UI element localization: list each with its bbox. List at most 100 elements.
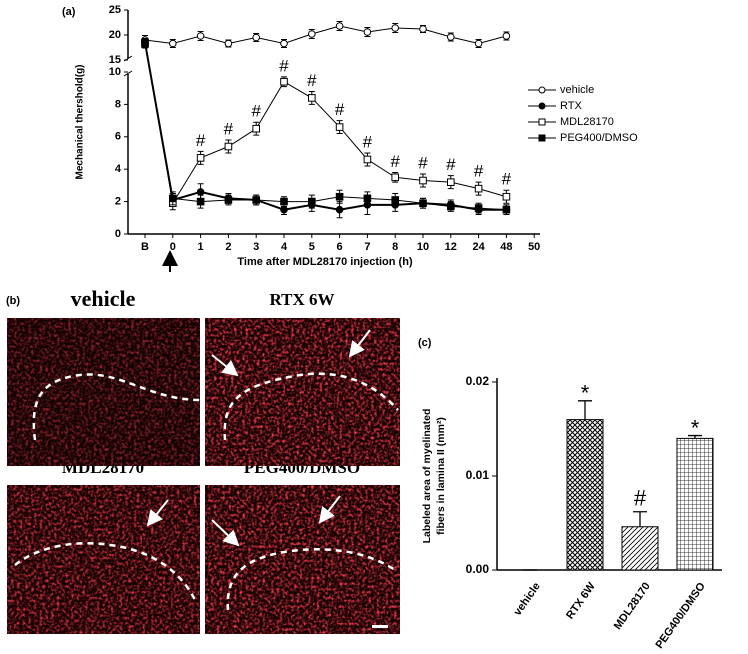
marker [363, 194, 372, 203]
legend-label: PEG400/DMSO [560, 132, 638, 144]
marker [252, 196, 260, 204]
marker [169, 39, 177, 48]
marker [502, 32, 511, 40]
marker [502, 205, 511, 214]
x-tick-label: PEG400/DMSO [653, 580, 708, 651]
error-bar [688, 434, 702, 439]
axis-break [123, 70, 133, 77]
marker [447, 33, 455, 41]
marker [419, 176, 427, 185]
y-tick-label: 10 [109, 66, 121, 78]
annotation: # [307, 71, 317, 90]
x-tick-label: vehicle [512, 581, 543, 618]
panel-label: (c) [418, 337, 432, 349]
marker [363, 28, 372, 36]
marker [224, 39, 233, 48]
bar [621, 526, 659, 571]
x-tick-label: 48 [500, 241, 512, 253]
marker [308, 197, 316, 206]
annotation: # [418, 154, 428, 173]
y-axis-label: fibers in lamina II (mm²) [435, 417, 447, 535]
marker [474, 39, 483, 48]
micrographs: (b) vehicle RTX 6W MDL28170 PEG400/DMSO [6, 286, 400, 634]
annotation: # [224, 120, 234, 139]
marker [280, 39, 288, 48]
y-tick-label: 0.02 [466, 374, 490, 388]
marker [280, 77, 288, 86]
marker [252, 124, 260, 133]
legend-marker [538, 134, 546, 142]
panel-label: (b) [6, 295, 20, 307]
x-tick-label: 8 [392, 241, 398, 253]
legend-marker [538, 86, 546, 94]
y-tick-label: 4 [115, 163, 122, 175]
annotation: # [446, 155, 456, 174]
y-tick-label: 15 [109, 54, 121, 66]
marker [196, 197, 205, 206]
legend-label: vehicle [560, 84, 594, 96]
x-tick-label: B [141, 241, 149, 253]
annotation: # [251, 102, 261, 121]
annotation: * [691, 415, 700, 440]
annotation: # [363, 132, 373, 151]
image [7, 485, 200, 634]
marker [196, 32, 205, 40]
x-tick-label: MDL28170 [612, 581, 653, 632]
legend-marker [538, 102, 546, 110]
annotation: * [581, 381, 590, 406]
annotation: # [196, 131, 206, 150]
marker [391, 24, 400, 32]
legend-marker [538, 118, 546, 126]
marker [335, 192, 344, 201]
legend-label: MDL28170 [560, 116, 614, 128]
panel-label: (a) [62, 6, 76, 18]
y-axis-label: Labeled area of myelinated [421, 409, 433, 544]
marker [419, 199, 427, 208]
marker [169, 194, 177, 203]
marker [308, 30, 316, 38]
bar [566, 419, 604, 571]
image [205, 318, 400, 466]
image [7, 318, 201, 466]
x-tick-label: 12 [445, 241, 457, 253]
annotation: # [502, 170, 512, 189]
marker [502, 192, 511, 201]
series-line [144, 42, 507, 205]
marker [391, 173, 399, 182]
x-tick-label: 2 [225, 241, 231, 253]
x-tick-label: 50 [528, 241, 540, 253]
annotation: # [279, 56, 289, 75]
marker [141, 40, 149, 48]
series-line [144, 42, 507, 211]
marker [363, 155, 372, 164]
x-tick-label: 0 [170, 241, 176, 253]
marker [224, 142, 233, 151]
series-line [144, 43, 507, 211]
x-axis-label: Time after MDL28170 injection (h) [237, 256, 413, 268]
series-line [144, 25, 507, 45]
marker [447, 178, 455, 186]
x-tick-label: RTX 6W [564, 580, 598, 621]
legend-label: RTX [560, 100, 582, 112]
marker [280, 205, 288, 214]
y-tick-label: 8 [115, 98, 121, 110]
y-tick-label: 6 [115, 131, 121, 143]
x-tick-label: 3 [253, 241, 259, 253]
y-axis-label: Mechanical thershold(g) [75, 64, 86, 179]
image-title: RTX 6W [269, 290, 334, 309]
annotation: # [634, 486, 647, 511]
image [205, 485, 400, 634]
image-title: vehicle [71, 286, 136, 311]
y-tick-label: 2 [115, 196, 121, 208]
marker [196, 188, 205, 196]
x-tick-label: 10 [417, 241, 429, 253]
marker [280, 197, 288, 206]
marker [335, 205, 344, 214]
marker [419, 25, 427, 33]
marker [391, 196, 399, 204]
bar [676, 437, 714, 571]
x-tick-label: 24 [472, 241, 485, 253]
x-tick-label: 6 [337, 241, 343, 253]
